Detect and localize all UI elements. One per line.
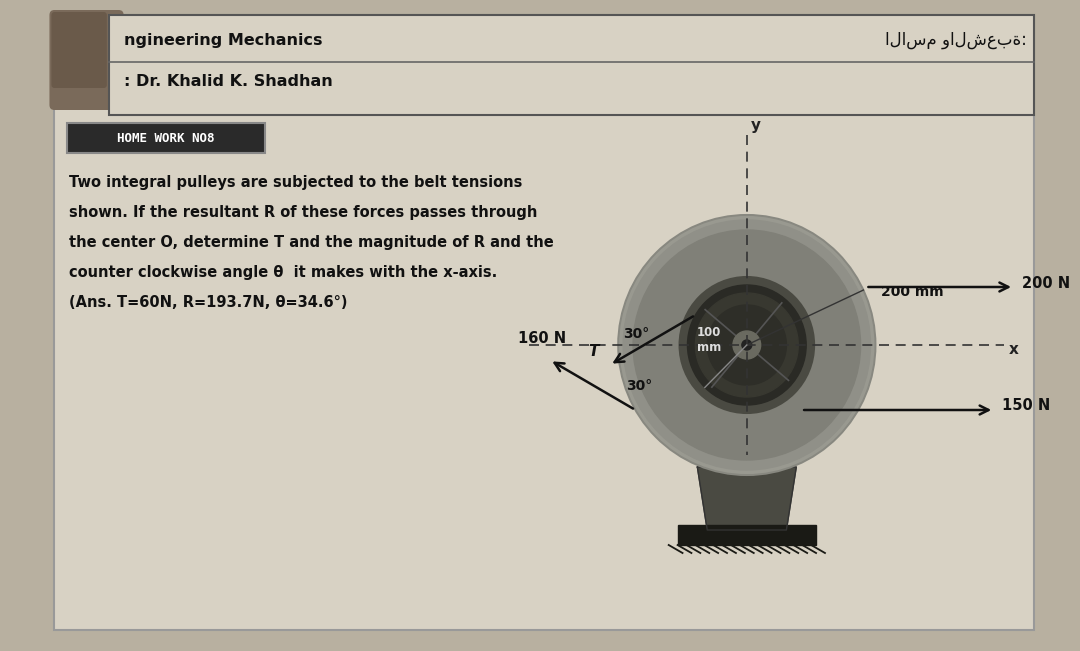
Text: 200 N: 200 N (1022, 275, 1070, 290)
Circle shape (623, 220, 870, 470)
Text: 200 mm: 200 mm (881, 285, 944, 299)
Circle shape (633, 230, 861, 460)
Text: counter clockwise angle θ  it makes with the x-axis.: counter clockwise angle θ it makes with … (69, 265, 498, 280)
Text: Two integral pulleys are subjected to the belt tensions: Two integral pulleys are subjected to th… (69, 175, 523, 190)
FancyBboxPatch shape (109, 15, 1034, 115)
Text: 100
mm: 100 mm (697, 326, 721, 354)
Circle shape (733, 331, 760, 359)
Circle shape (620, 217, 874, 473)
Circle shape (688, 285, 806, 405)
Polygon shape (677, 525, 816, 545)
Circle shape (626, 223, 867, 467)
Text: الاسم والشعبة:: الاسم والشعبة: (885, 31, 1027, 49)
Polygon shape (698, 467, 796, 530)
Text: ngineering Mechanics: ngineering Mechanics (123, 33, 322, 48)
Text: x: x (1009, 342, 1018, 357)
Circle shape (742, 340, 752, 350)
Text: shown. If the resultant R of these forces passes through: shown. If the resultant R of these force… (69, 205, 538, 220)
Text: 30°: 30° (623, 327, 649, 341)
FancyBboxPatch shape (67, 123, 265, 153)
Text: HOME WORK NO8: HOME WORK NO8 (118, 133, 215, 146)
Text: 150 N: 150 N (1002, 398, 1050, 413)
Text: y: y (751, 118, 760, 133)
FancyBboxPatch shape (54, 15, 1034, 630)
Text: T: T (589, 344, 599, 359)
Circle shape (696, 293, 798, 397)
FancyBboxPatch shape (52, 12, 107, 88)
Circle shape (707, 305, 786, 385)
Text: : Dr. Khalid K. Shadhan: : Dr. Khalid K. Shadhan (123, 74, 333, 89)
Text: 30°: 30° (626, 379, 652, 393)
Circle shape (679, 277, 814, 413)
FancyBboxPatch shape (50, 10, 123, 110)
Text: the center O, determine T and the magnitude of R and the: the center O, determine T and the magnit… (69, 235, 554, 250)
Circle shape (618, 215, 876, 475)
Text: (Ans. T=60N, R=193.7N, θ=34.6°): (Ans. T=60N, R=193.7N, θ=34.6°) (69, 295, 348, 310)
Text: 160 N: 160 N (517, 331, 566, 346)
